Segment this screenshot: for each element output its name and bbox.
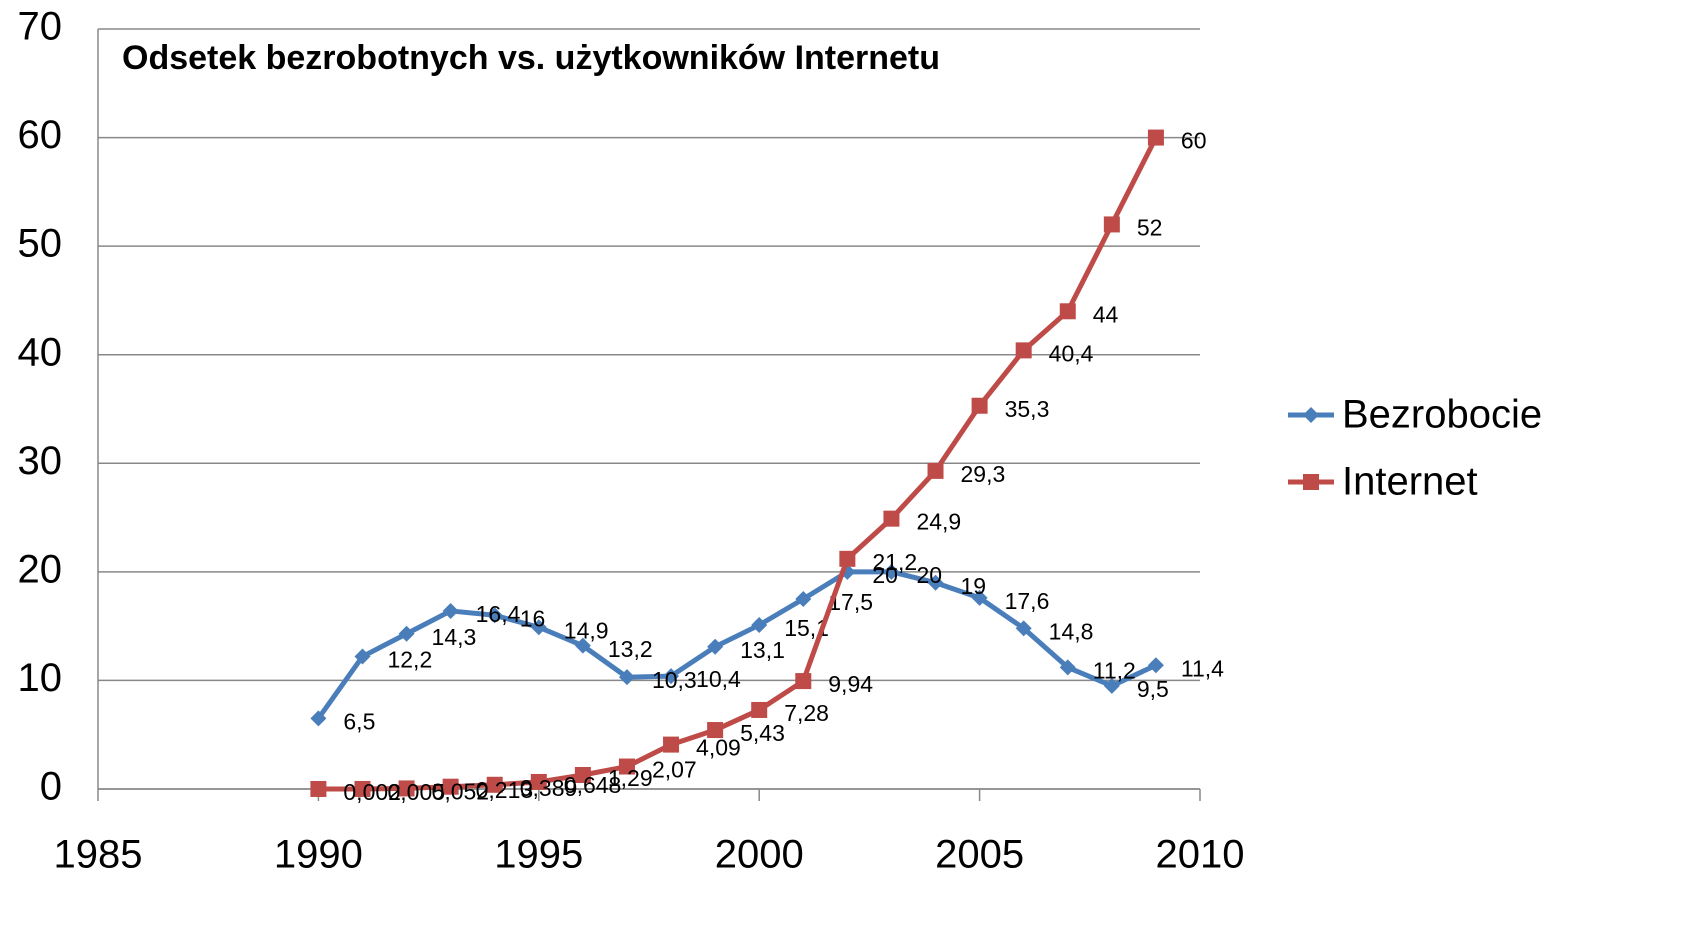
data-point [795, 591, 812, 607]
data-point [971, 397, 988, 414]
y-tick-label: 30 [18, 439, 63, 483]
data-label: 0,002 [343, 779, 401, 805]
data-point [310, 780, 327, 797]
data-label: 16 [520, 605, 546, 631]
x-tick-label: 1990 [274, 833, 363, 877]
data-point [883, 510, 900, 527]
data-point [618, 669, 635, 686]
data-label: 14,3 [432, 624, 477, 650]
data-label: 11,4 [1181, 655, 1224, 681]
data-point [707, 722, 724, 739]
data-point [486, 776, 503, 793]
data-point [839, 550, 856, 567]
data-point [574, 637, 591, 654]
legend-label: Bezrobocie [1342, 393, 1542, 437]
data-label: 16,4 [476, 601, 521, 627]
data-label: 0,213 [476, 777, 534, 803]
data-label: 52 [1137, 215, 1163, 241]
data-label: 44 [1093, 301, 1119, 327]
y-tick-label: 60 [18, 113, 63, 157]
data-point [751, 617, 768, 634]
x-tick-label: 2005 [935, 833, 1024, 877]
data-label: 20 [916, 562, 942, 588]
data-point [398, 780, 415, 797]
data-label: 11,2 [1093, 657, 1136, 683]
data-point [663, 736, 680, 753]
data-point [1015, 342, 1032, 359]
data-point [442, 778, 459, 795]
data-label: 9,94 [828, 671, 873, 697]
y-tick-label: 70 [18, 5, 63, 49]
data-point [1015, 620, 1032, 637]
data-point [486, 607, 503, 624]
data-point [971, 589, 988, 606]
data-label: 14,8 [1049, 618, 1094, 644]
data-label: 40,4 [1049, 340, 1094, 366]
data-point [927, 574, 944, 591]
data-point [1147, 129, 1164, 146]
series-line [316, 569, 1157, 720]
y-tick-label: 0 [40, 765, 62, 809]
data-label: 13,1 [740, 637, 785, 663]
data-point [883, 563, 900, 580]
data-point [707, 638, 724, 655]
data-point [751, 701, 768, 718]
legend-marker [1303, 474, 1319, 490]
data-label: 2,07 [652, 757, 697, 783]
data-point [354, 648, 371, 665]
data-point [927, 462, 944, 479]
data-point [1103, 216, 1120, 233]
data-point [1147, 657, 1164, 674]
y-tick-label: 40 [18, 330, 63, 374]
data-label: 20 [872, 562, 898, 588]
data-label: 14,9 [564, 617, 609, 643]
chart-title: Odsetek bezrobotnych vs. użytkowników In… [122, 39, 940, 77]
data-label: 9,5 [1137, 676, 1169, 702]
y-tick-label: 20 [18, 547, 63, 591]
data-point [663, 668, 680, 685]
data-label: 13,2 [608, 636, 653, 662]
data-label: 24,9 [916, 509, 961, 535]
data-label: 10,4 [696, 666, 741, 692]
data-label: 0,648 [564, 772, 622, 798]
legend-label: Internet [1342, 460, 1478, 504]
data-point [398, 625, 415, 642]
data-label: 1,29 [608, 765, 653, 791]
data-point [795, 673, 812, 690]
data-label: 4,09 [696, 735, 741, 761]
data-label: 12,2 [387, 647, 432, 673]
x-tick-label: 1985 [54, 833, 143, 877]
data-point [1059, 659, 1076, 676]
data-point [1103, 677, 1120, 694]
data-label: 7,28 [784, 700, 829, 726]
y-tick-label: 10 [18, 656, 63, 700]
data-label: 35,3 [1005, 396, 1050, 422]
data-label: 5,43 [740, 720, 785, 746]
data-label: 60 [1181, 128, 1207, 154]
data-label: 6,5 [343, 709, 375, 735]
data-label: 17,6 [1005, 588, 1050, 614]
data-label: 19 [961, 573, 987, 599]
data-label: 0,005 [387, 779, 445, 805]
x-tick-label: 1995 [494, 833, 583, 877]
data-label: 21,2 [872, 549, 917, 575]
data-point [1059, 303, 1076, 320]
data-point [618, 758, 635, 775]
y-tick-label: 50 [18, 222, 63, 266]
data-label: 29,3 [961, 461, 1006, 487]
data-point [574, 766, 591, 783]
data-point [530, 619, 547, 636]
data-label: 0,389 [520, 775, 578, 801]
data-point [442, 602, 459, 619]
legend-marker [1303, 407, 1319, 423]
x-tick-label: 2000 [715, 833, 804, 877]
data-point [310, 710, 327, 727]
data-label: 0,052 [432, 779, 490, 805]
x-tick-label: 2010 [1156, 833, 1245, 877]
data-point [530, 773, 547, 790]
data-label: 10,3 [652, 667, 697, 693]
data-point [354, 780, 371, 797]
